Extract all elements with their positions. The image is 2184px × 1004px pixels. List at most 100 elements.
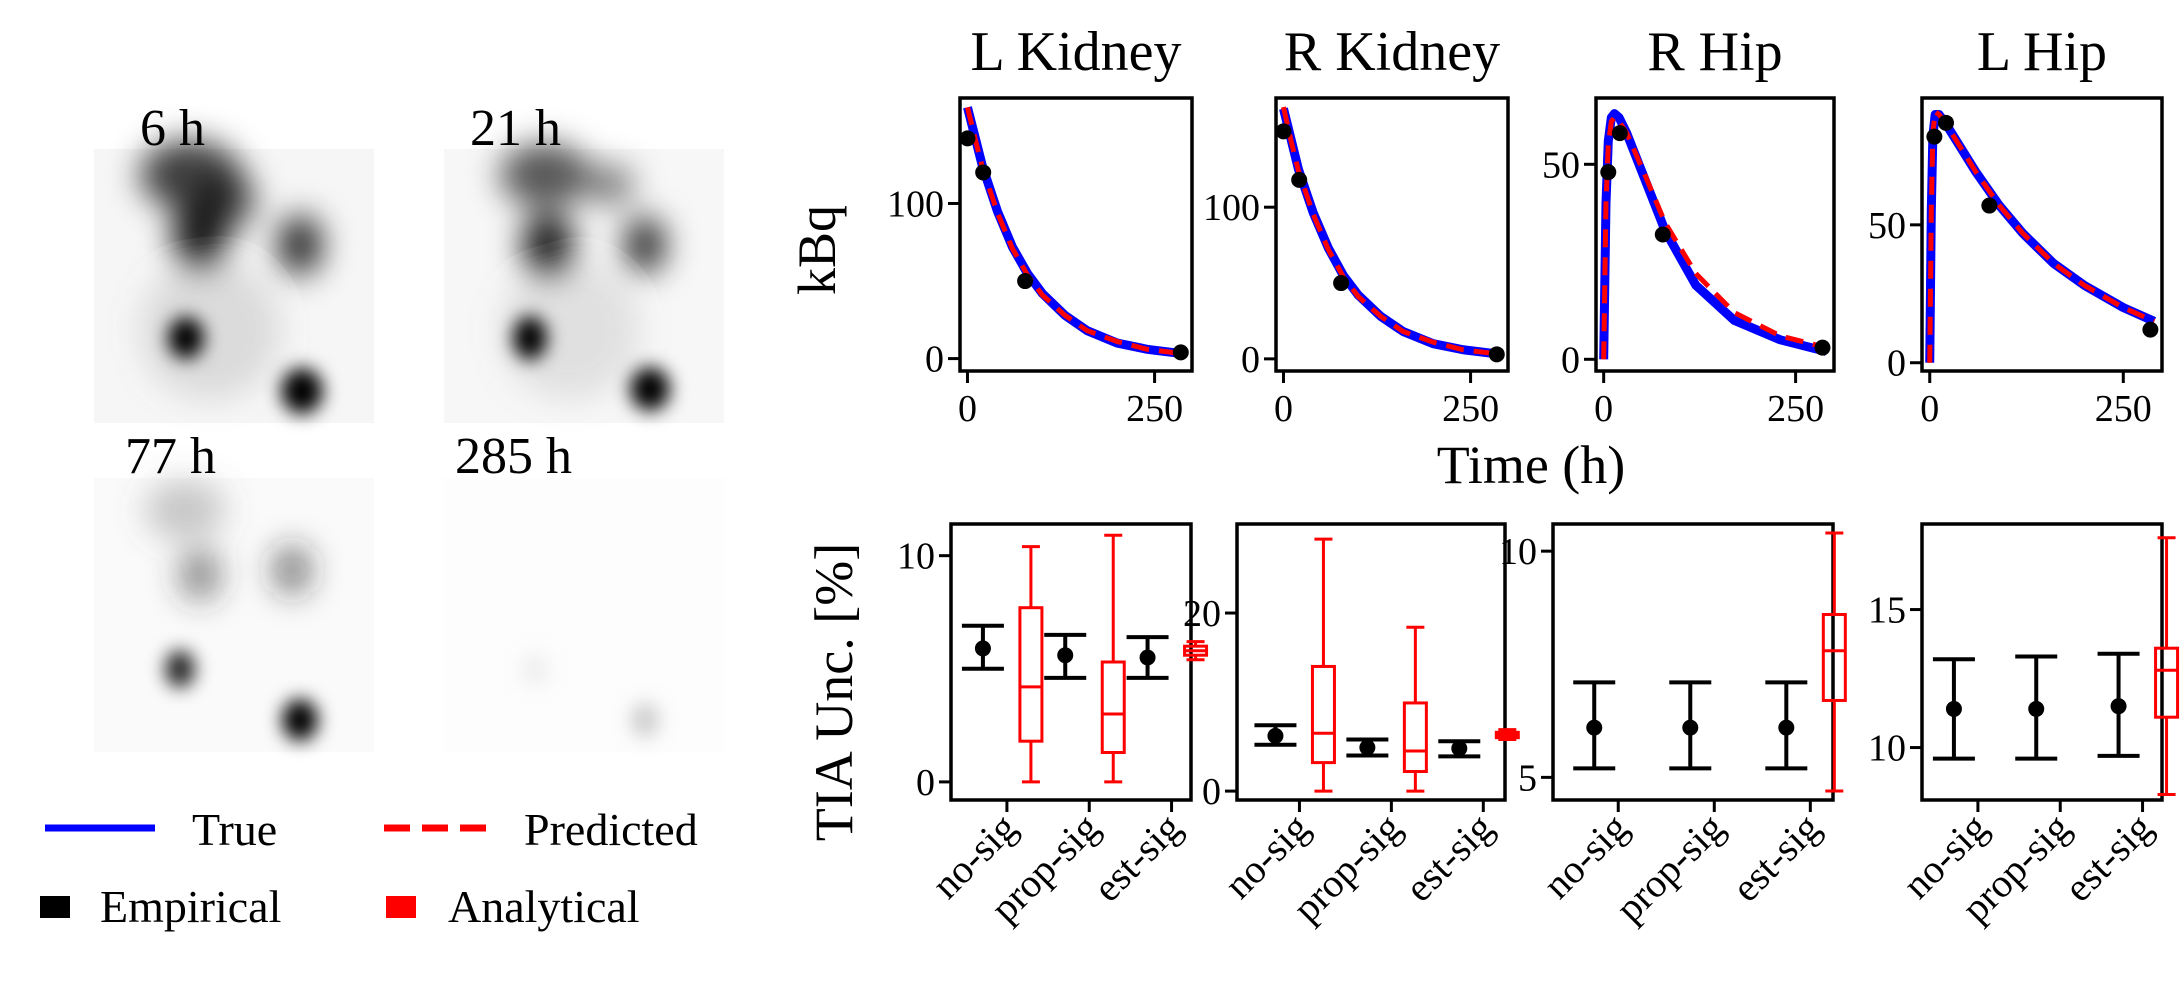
- image-label-21h: 21 h: [470, 100, 561, 157]
- panel-r-kidney-tia-frame: [1235, 522, 1507, 802]
- category-label-r-hip-est-sig: est-sig: [1723, 805, 1829, 911]
- panel-title-l-kidney: L Kidney: [971, 21, 1182, 83]
- spect-image-285h: [444, 478, 724, 752]
- category-label-l-hip-est-sig: est-sig: [2055, 805, 2161, 911]
- sample-point-r-hip-3: [1814, 339, 1831, 356]
- sample-point-l-kidney-0: [959, 130, 976, 147]
- y-tick-label-l-hip-tia-1: 15: [1868, 590, 1906, 632]
- analytical-boxplot-r-hip-est-sig: [1821, 531, 1847, 793]
- analytical-boxplot-r-kidney-prop-sig: [1402, 625, 1428, 793]
- panel-r-hip-curve-frame: [1594, 96, 1836, 373]
- y-tick-label-r-hip-0: 0: [1561, 339, 1580, 381]
- panel-title-l-hip: L Hip: [1977, 21, 2107, 83]
- category-label-r-kidney-est-sig: est-sig: [1396, 805, 1502, 911]
- panel-l-kidney-tia-frame: [949, 522, 1193, 802]
- x-tick-label-r-hip-0: 0: [1594, 388, 1613, 430]
- empirical-errorbar-l-kidney-est-sig: [1126, 635, 1169, 680]
- sample-point-l-hip-0: [1926, 128, 1943, 145]
- sample-point-r-hip-0: [1600, 164, 1617, 181]
- x-tick-label-r-kidney-0: 0: [1274, 388, 1293, 430]
- y-tick-label-l-kidney-tia-0: 0: [916, 762, 935, 804]
- panel-title-r-hip: R Hip: [1647, 21, 1782, 83]
- predicted-curve-r-hip: [1601, 115, 1827, 360]
- sample-point-r-kidney-1: [1291, 171, 1308, 188]
- y-tick-label-r-kidney-0: 0: [1241, 339, 1260, 381]
- legend-predicted-label: Predicted: [524, 804, 698, 855]
- empirical-errorbar-r-kidney-prop-sig: [1346, 737, 1389, 758]
- x-tick-label-r-hip-1: 250: [1767, 388, 1824, 430]
- sample-point-r-kidney-0: [1275, 123, 1292, 140]
- y-tick-label-r-kidney-tia-0: 0: [1202, 771, 1221, 813]
- chart-r-kidney-curve: R Kidney 0 250 0 100: [1203, 21, 1510, 430]
- empirical-errorbar-l-hip-est-sig: [2097, 651, 2140, 758]
- sample-point-l-kidney-3: [1172, 344, 1189, 361]
- chart-l-hip-curve: L Hip 0 250 0 50: [1868, 21, 2164, 430]
- y-tick-label-l-hip-tia-0: 10: [1868, 728, 1906, 770]
- spect-image-77h: [94, 478, 374, 752]
- chart-l-kidney-curve: L Kidney 0 250 0 100: [887, 21, 1194, 430]
- category-label-l-kidney-est-sig: est-sig: [1084, 805, 1190, 911]
- sample-point-r-kidney-2: [1333, 275, 1350, 292]
- panel-l-hip-curve-frame: [1920, 96, 2164, 373]
- x-tick-label-r-kidney-1: 250: [1442, 388, 1499, 430]
- empirical-errorbar-r-hip-prop-sig: [1669, 680, 1712, 771]
- panel-title-r-kidney: R Kidney: [1284, 21, 1500, 83]
- image-label-77h: 77 h: [125, 428, 216, 485]
- legend: True Predicted Empirical Analytical: [40, 804, 698, 932]
- category-label-r-hip-prop-sig: prop-sig: [1607, 805, 1733, 931]
- empirical-errorbar-r-kidney-no-sig: [1254, 723, 1297, 747]
- y-axis-label-tia: TIA Unc. [%]: [804, 543, 864, 841]
- y-tick-label-l-hip-0: 0: [1887, 343, 1906, 385]
- x-tick-label-l-hip-1: 250: [2095, 388, 2152, 430]
- x-tick-label-l-kidney-0: 0: [958, 388, 977, 430]
- analytical-boxplot-l-kidney-prop-sig: [1100, 533, 1126, 784]
- panel-r-kidney-curve-frame: [1274, 96, 1510, 373]
- empirical-errorbar-l-hip-prop-sig: [2015, 654, 2058, 761]
- true-curve-r-hip: [1599, 109, 1828, 360]
- analytical-boxplot-l-hip-est-sig: [2154, 536, 2180, 796]
- panel-l-hip-tia-frame: [1920, 522, 2164, 802]
- x-axis-label-time: Time (h): [1437, 435, 1626, 495]
- sample-point-r-kidney-3: [1488, 346, 1505, 363]
- image-label-6h: 6 h: [140, 100, 205, 157]
- true-curve-l-kidney: [963, 106, 1186, 359]
- predicted-curve-l-kidney: [965, 106, 1185, 357]
- legend-empirical-swatch: [40, 896, 70, 918]
- predicted-curve-r-kidney: [1281, 106, 1501, 357]
- y-tick-label-r-kidney-1: 100: [1203, 187, 1260, 229]
- analytical-boxplot-l-kidney-no-sig: [1018, 545, 1044, 784]
- empirical-errorbar-l-kidney-no-sig: [961, 623, 1004, 671]
- true-curve-r-kidney: [1279, 107, 1502, 359]
- y-tick-label-l-hip-1: 50: [1868, 205, 1906, 247]
- y-tick-label-l-kidney-1: 100: [887, 183, 944, 225]
- sample-point-r-hip-2: [1654, 226, 1671, 243]
- true-curve-l-hip: [1925, 110, 2157, 363]
- analytical-boxplot-r-kidney-no-sig: [1310, 537, 1336, 793]
- empirical-errorbar-r-kidney-est-sig: [1438, 739, 1481, 759]
- sample-point-l-hip-2: [1981, 197, 1998, 214]
- y-tick-label-r-hip-tia-0: 5: [1518, 757, 1537, 799]
- analytical-boxplot-r-kidney-est-sig: [1494, 728, 1520, 741]
- sample-point-r-hip-1: [1611, 125, 1628, 142]
- panel-l-kidney-curve-frame: [958, 96, 1194, 373]
- y-tick-label-l-kidney-0: 0: [925, 339, 944, 381]
- empirical-errorbar-l-hip-no-sig: [1932, 657, 1975, 761]
- image-label-285h: 285 h: [455, 428, 572, 485]
- sample-point-l-hip-3: [2142, 321, 2159, 338]
- sample-point-l-kidney-2: [1017, 273, 1034, 290]
- panel-r-hip-tia-frame: [1551, 522, 1835, 802]
- sample-point-l-kidney-1: [975, 164, 992, 181]
- legend-empirical-label: Empirical: [100, 881, 281, 932]
- x-tick-label-l-hip-0: 0: [1920, 388, 1939, 430]
- sample-point-l-hip-1: [1938, 114, 1954, 131]
- x-tick-label-l-kidney-1: 250: [1126, 388, 1183, 430]
- spect-image-6h: [94, 140, 374, 423]
- y-tick-label-l-kidney-tia-1: 10: [897, 536, 935, 578]
- y-tick-label-r-kidney-tia-1: 20: [1183, 593, 1221, 635]
- y-tick-label-r-hip-tia-1: 10: [1499, 531, 1537, 573]
